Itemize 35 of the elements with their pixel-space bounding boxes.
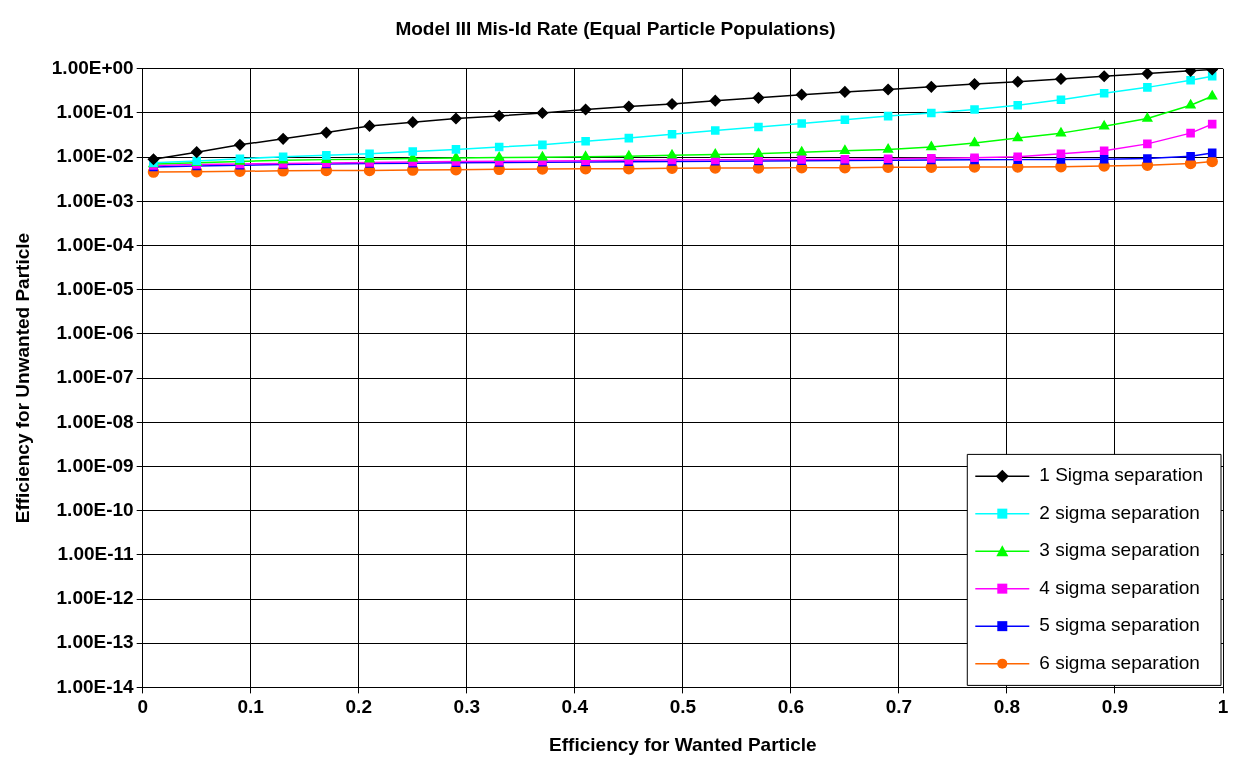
x-tick-label: 0.2 <box>345 696 372 718</box>
y-tick-label: 1.00E-06 <box>56 322 134 344</box>
y-tick-label: 1.00E-01 <box>56 101 135 123</box>
x-tick-label: 0.3 <box>453 696 480 718</box>
y-tick-label: 1.00E-14 <box>56 675 135 697</box>
legend-label: 4 sigma separation <box>1039 576 1200 598</box>
y-tick-label: 1.00E-03 <box>56 189 134 211</box>
legend-label: 6 sigma separation <box>1039 651 1200 673</box>
y-tick-label: 1.00E-07 <box>56 366 134 388</box>
x-tick-label: 0.4 <box>561 696 589 718</box>
x-tick-label: 0 <box>137 696 148 718</box>
chart-title: Model III Mis-Id Rate (Equal Particle Populations) <box>395 17 836 39</box>
x-tick-label: 1 <box>1217 696 1229 718</box>
y-tick-label: 1.00E-10 <box>56 498 134 520</box>
y-tick-label: 1.00E-09 <box>56 454 134 476</box>
legend-label: 2 sigma separation <box>1039 501 1200 523</box>
y-tick-label: 1.00E-11 <box>57 543 135 565</box>
x-tick-label: 0.8 <box>993 696 1021 718</box>
legend-label: 5 sigma separation <box>1039 614 1200 636</box>
y-tick-label: 1.00E-12 <box>56 587 134 609</box>
legend-label: 1 Sigma separation <box>1039 464 1204 486</box>
x-tick-label: 0.9 <box>1101 696 1129 718</box>
legend-label: 3 sigma separation <box>1039 539 1200 561</box>
y-tick-label: 1.00E-02 <box>56 145 134 167</box>
y-tick-label: 1.00E-05 <box>56 277 135 299</box>
x-tick-label: 0.6 <box>777 696 805 718</box>
y-tick-label: 1.00E+00 <box>51 57 134 79</box>
y-tick-label: 1.00E-04 <box>56 233 135 255</box>
x-tick-label: 0.1 <box>237 696 265 718</box>
x-tick-label: 0.7 <box>885 696 913 718</box>
y-tick-label: 1.00E-13 <box>56 631 134 653</box>
y-tick-label: 1.00E-08 <box>56 410 134 432</box>
x-axis-title: Efficiency for Wanted Particle <box>549 733 817 755</box>
x-tick-label: 0.5 <box>669 696 697 718</box>
y-axis-title: Efficiency for Unwanted Particle <box>11 232 33 524</box>
